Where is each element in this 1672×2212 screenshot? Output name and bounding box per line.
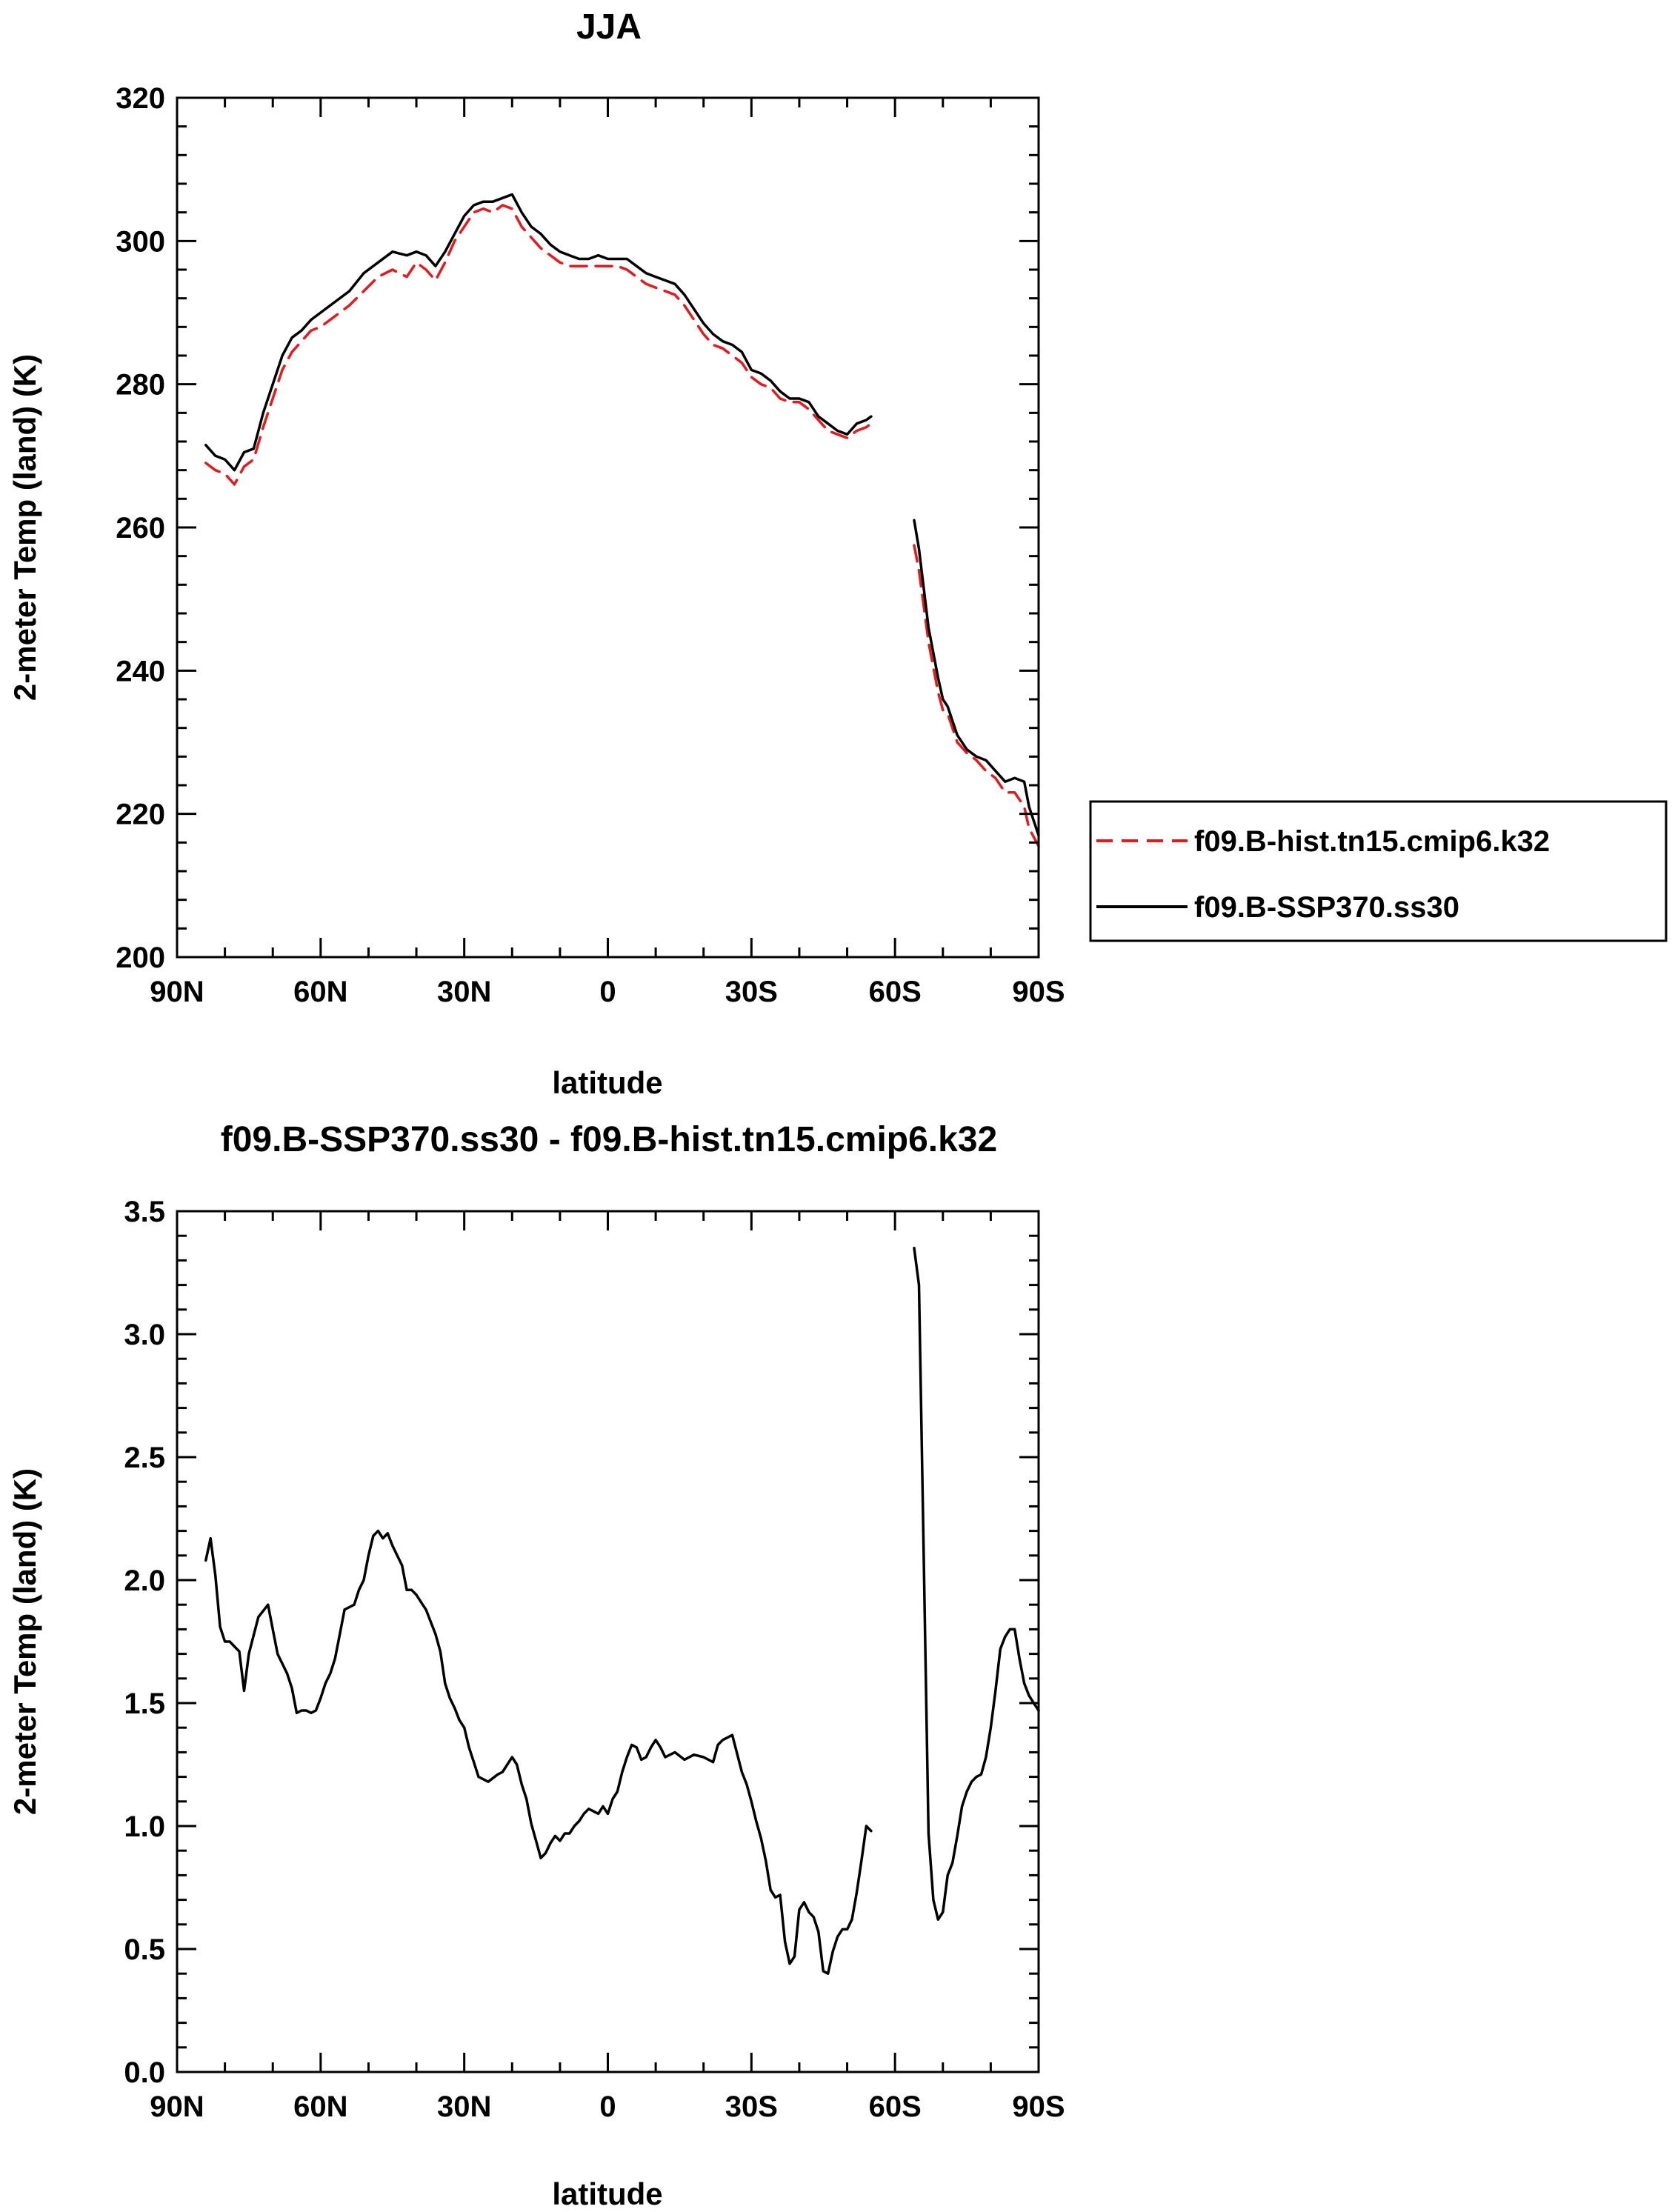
x-tick-label: 60S <box>869 976 922 1008</box>
x-tick-label: 30N <box>437 976 491 1008</box>
series-line-0-segment-1 <box>913 544 1040 847</box>
top-panel-series <box>204 193 1040 847</box>
bottom-panel-series <box>204 1247 1040 1975</box>
y-tick-label: 240 <box>116 655 165 687</box>
series-line-1-segment-0 <box>204 193 873 472</box>
legend-label-ssp: f09.B-SSP370.ss30 <box>1194 891 1459 924</box>
bottom-panel-frame <box>176 1210 1040 2073</box>
y-tick-label: 1.0 <box>124 1810 165 1843</box>
bottom-panel-title: f09.B-SSP370.ss30 - f09.B-hist.tn15.cmip… <box>221 1120 997 1159</box>
bottom-panel-ticks: 90N 60N 30N 0 30S 60S 90S 0.0 0.5 1.0 1.5 2.0 2.5 3.0… <box>124 1196 1065 2123</box>
x-tick-label: 0 <box>599 976 616 1008</box>
y-tick-label: 220 <box>116 799 165 831</box>
series-line-0-segment-0 <box>204 204 873 486</box>
y-tick-label: 1.5 <box>124 1688 165 1720</box>
series-line-1-segment-1 <box>913 519 1040 837</box>
legend: f09.B-hist.tn15.cmip6.k32 f09.B-SSP370.s… <box>1089 800 1668 942</box>
x-tick-label: 90S <box>1012 2091 1065 2123</box>
x-tick-label: 90N <box>150 2091 204 2123</box>
x-tick-label: 60N <box>293 2091 347 2123</box>
bottom-panel-ylabel: 2-meter Temp (land) (K) <box>7 1468 42 1815</box>
x-tick-label: 30N <box>437 2091 491 2123</box>
x-tick-label: 0 <box>599 2091 616 2123</box>
y-tick-label: 0.0 <box>124 2056 165 2089</box>
legend-label-hist: f09.B-hist.tn15.cmip6.k32 <box>1194 825 1550 858</box>
top-panel-ticks: 90N 60N 30N 0 30S 60S 90S 200 220 240 260 280 300 320 <box>116 82 1065 1008</box>
x-tick-label: 60N <box>293 976 347 1008</box>
x-tick-label: 90N <box>150 976 204 1008</box>
x-tick-label: 30S <box>725 2091 778 2123</box>
y-tick-label: 0.5 <box>124 1933 165 1966</box>
top-panel-title: JJA <box>576 7 642 47</box>
y-tick-label: 2.0 <box>124 1565 165 1597</box>
y-tick-label: 320 <box>116 82 165 115</box>
y-tick-label: 3.0 <box>124 1319 165 1351</box>
top-panel: JJA 90N 60N 30N 0 30S 60S 90S 200 220 240 260 280 30… <box>7 7 1065 1100</box>
top-panel-xlabel: latitude <box>552 1065 662 1100</box>
x-tick-label: 60S <box>869 2091 922 2123</box>
series-line-0-segment-0 <box>204 1529 873 1975</box>
y-tick-label: 280 <box>116 369 165 402</box>
y-tick-label: 200 <box>116 942 165 974</box>
y-tick-label: 260 <box>116 512 165 544</box>
bottom-panel: f09.B-SSP370.ss30 - f09.B-hist.tn15.cmip… <box>7 1120 1065 2211</box>
x-tick-label: 90S <box>1012 976 1065 1008</box>
y-tick-label: 300 <box>116 225 165 258</box>
x-tick-label: 30S <box>725 976 778 1008</box>
series-line-0-segment-1 <box>913 1247 1040 1921</box>
top-panel-frame <box>176 96 1040 959</box>
top-panel-ylabel: 2-meter Temp (land) (K) <box>7 354 42 701</box>
legend-box <box>1089 800 1668 942</box>
y-tick-label: 3.5 <box>124 1196 165 1228</box>
bottom-panel-xlabel: latitude <box>552 2176 662 2211</box>
y-tick-label: 2.5 <box>124 1442 165 1474</box>
